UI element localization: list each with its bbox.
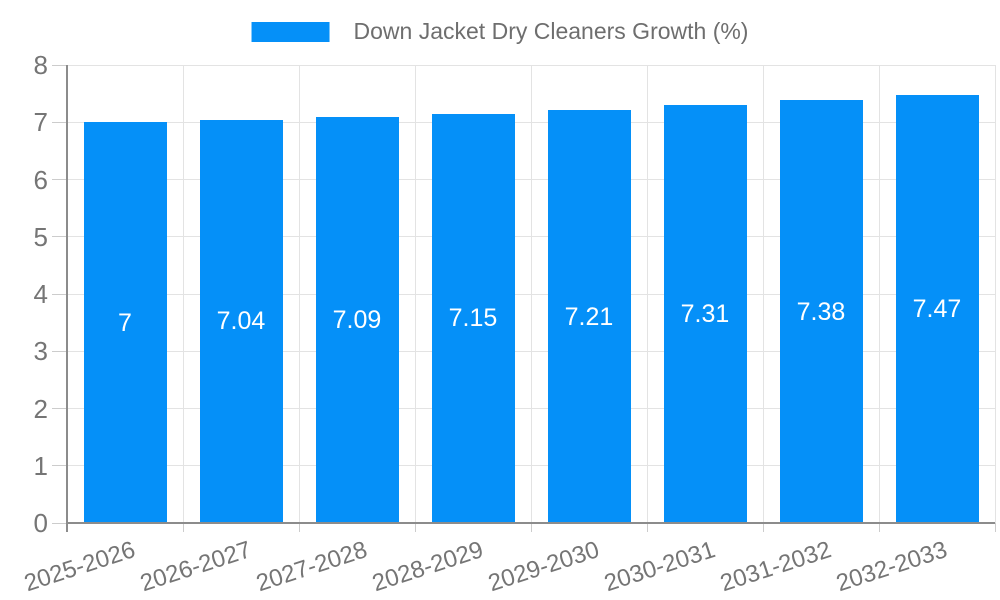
x-axis-tick	[298, 523, 300, 532]
x-axis-tick	[762, 523, 764, 532]
y-axis-tick	[52, 465, 67, 467]
bar	[663, 104, 747, 522]
y-axis-tick	[52, 121, 67, 123]
x-axis-label: 2026-2027	[137, 536, 255, 598]
y-axis-line	[66, 65, 68, 532]
x-axis-tick	[414, 523, 416, 532]
x-axis-label: 2031-2032	[717, 536, 835, 598]
y-axis-label: 7	[33, 107, 48, 138]
x-axis-label: 2030-2031	[601, 536, 719, 598]
bar	[83, 122, 167, 522]
gridline-vertical	[646, 65, 648, 523]
bar-value-label: 7.15	[448, 304, 498, 333]
bar-value-label: 7.47	[912, 295, 962, 324]
x-axis-tick	[646, 523, 648, 532]
y-axis-label: 6	[33, 164, 48, 195]
bar	[895, 95, 979, 522]
bar-value-label: 7.04	[216, 307, 266, 336]
y-axis-tick	[52, 64, 67, 66]
y-axis-tick	[52, 350, 67, 352]
gridline-vertical	[530, 65, 532, 523]
x-axis-label: 2027-2028	[253, 536, 371, 598]
y-axis-label: 0	[33, 508, 48, 538]
y-axis-label: 3	[33, 336, 48, 367]
x-axis-tick	[530, 523, 532, 532]
gridline-vertical	[298, 65, 300, 523]
x-axis-tick	[994, 523, 996, 532]
bar-value-label: 7.31	[680, 299, 730, 328]
y-axis-label: 1	[33, 450, 48, 481]
y-axis-tick	[52, 179, 67, 180]
y-axis-label: 2	[33, 393, 48, 424]
x-axis-label: 2028-2029	[369, 536, 487, 598]
gridline-vertical	[762, 65, 764, 523]
y-axis-label: 5	[33, 221, 48, 252]
y-axis-label: 4	[33, 279, 48, 309]
legend-swatch-icon	[251, 21, 330, 42]
x-axis-line	[66, 522, 995, 524]
y-axis-tick	[52, 522, 67, 524]
bar	[315, 117, 399, 522]
gridline-vertical	[994, 65, 996, 523]
x-axis-tick	[182, 523, 184, 532]
gridline-vertical	[182, 65, 184, 523]
x-axis-label: 2029-2030	[485, 536, 603, 598]
gridline-vertical	[878, 65, 880, 523]
bar	[547, 110, 631, 522]
x-axis-label: 2025-2026	[21, 536, 139, 598]
legend-label: Down Jacket Dry Cleaners Growth (%)	[353, 18, 749, 44]
bar-value-label: 7	[118, 308, 132, 337]
bar-value-label: 7.09	[332, 306, 382, 335]
gridline-vertical	[414, 65, 416, 523]
bar	[431, 113, 515, 522]
y-axis-tick	[52, 408, 67, 409]
bar	[199, 119, 283, 522]
y-axis-tick	[52, 293, 67, 295]
legend[interactable]: Down Jacket Dry Cleaners Growth (%)	[251, 18, 749, 45]
bar-value-label: 7.38	[796, 297, 846, 326]
bar-value-label: 7.21	[564, 302, 614, 331]
y-axis-label: 8	[33, 50, 48, 80]
x-axis-tick	[878, 523, 880, 532]
bar	[779, 100, 863, 522]
x-axis-label: 2032-2033	[833, 536, 951, 598]
y-axis-tick	[52, 236, 67, 238]
